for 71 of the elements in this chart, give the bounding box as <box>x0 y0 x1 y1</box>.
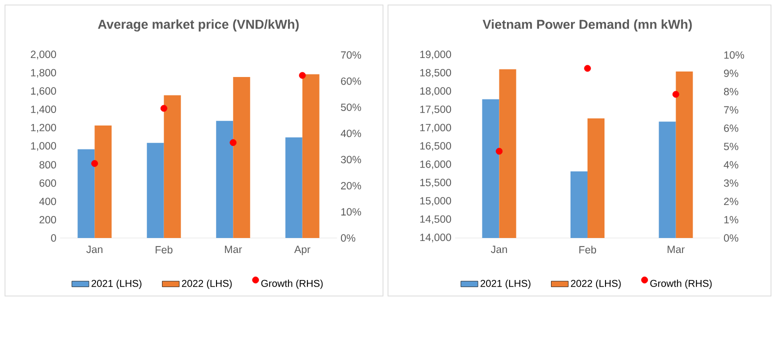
point <box>584 64 591 72</box>
y-tick-label: 15,000 <box>420 197 452 206</box>
x-tick-label: Apr <box>294 246 310 256</box>
bar <box>146 142 164 238</box>
y2-tick-label: 40% <box>340 130 362 138</box>
y2-tick-label: 20% <box>341 182 362 190</box>
y-tick-label: 200 <box>40 216 56 224</box>
legend-label: 2021 (LHS) <box>480 280 530 289</box>
point <box>672 90 680 98</box>
bar <box>164 95 181 238</box>
bar <box>302 74 320 238</box>
legend-label: 2021 (LHS) <box>92 280 142 289</box>
y-tick-label: 1,800 <box>31 68 56 78</box>
chart-title: Vietnam Power Demand (mn kWh) <box>482 19 692 32</box>
point <box>160 104 168 112</box>
y2-tick-label: 10% <box>724 51 744 59</box>
y-tick-label: 18,000 <box>420 87 452 96</box>
x-tick-label: Feb <box>579 246 596 254</box>
y-tick-label: 400 <box>39 198 56 206</box>
y-tick-label: 1,200 <box>31 124 56 133</box>
legend-label: Growth (RHS) <box>261 280 323 289</box>
x-tick-label: Mar <box>668 246 685 254</box>
point <box>91 160 98 167</box>
y2-tick-label: 60% <box>341 77 362 85</box>
y2-tick-label: 5% <box>724 142 738 150</box>
bar <box>78 149 95 238</box>
point <box>496 148 503 155</box>
y2-tick-label: 1% <box>724 216 738 224</box>
y2-tick-label: 3% <box>724 179 738 187</box>
y2-tick-label: 7% <box>724 106 738 114</box>
y2-tick-label: 10% <box>341 208 362 216</box>
y2-tick-label: 4% <box>724 161 738 168</box>
bar <box>216 120 234 238</box>
y2-tick-label: 8% <box>724 88 738 96</box>
chart-title: Average market price (VND/kWh) <box>98 19 299 32</box>
y2-tick-label: 30% <box>340 156 362 164</box>
y-tick-label: 1,600 <box>31 87 56 96</box>
y-tick-label: 0 <box>51 234 56 242</box>
bar <box>233 76 250 238</box>
y2-tick-label: 9% <box>724 70 738 78</box>
y2-tick-label: 0% <box>340 234 356 242</box>
y-tick-label: 18,500 <box>420 68 452 78</box>
legend-label: 2022 (LHS) <box>570 280 621 289</box>
point <box>298 72 306 79</box>
y2-tick-label: 2% <box>724 198 738 206</box>
y-tick-label: 2,000 <box>30 50 56 60</box>
y-tick-label: 14,000 <box>420 234 452 242</box>
x-tick-label: Mar <box>224 246 242 254</box>
y2-tick-label: 50% <box>340 104 362 111</box>
legend-label: Growth (RHS) <box>650 280 712 289</box>
legend-label: 2022 (LHS) <box>182 280 232 289</box>
y-tick-label: 17,000 <box>420 124 452 133</box>
point <box>230 139 237 146</box>
x-tick-label: Feb <box>156 246 172 254</box>
y-tick-label: 19,000 <box>420 50 452 60</box>
y-tick-label: 1,400 <box>31 106 56 114</box>
x-tick-label: Jan <box>86 246 102 254</box>
y2-tick-label: 70% <box>341 51 362 59</box>
y-tick-label: 14,500 <box>420 215 452 224</box>
y-tick-label: 1,000 <box>31 142 56 151</box>
y-tick-label: 16,000 <box>420 160 452 170</box>
y-tick-label: 16,500 <box>420 142 452 151</box>
y-tick-label: 17,500 <box>420 106 452 114</box>
y-tick-label: 800 <box>39 161 56 169</box>
x-tick-label: Jan <box>490 246 507 254</box>
y2-tick-label: 0% <box>724 234 738 242</box>
bar <box>94 125 112 238</box>
y2-tick-label: 6% <box>724 124 738 132</box>
y-tick-label: 15,500 <box>420 178 452 188</box>
bar <box>285 137 302 238</box>
y-tick-label: 600 <box>40 179 56 187</box>
